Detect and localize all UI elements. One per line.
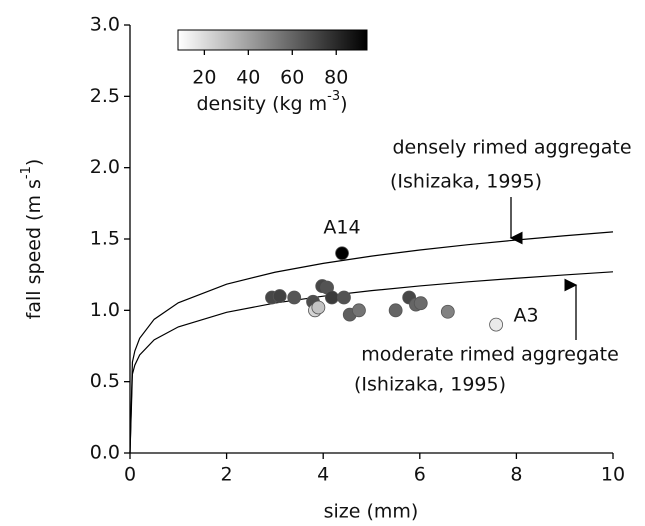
y-tick-label: 1.0 — [90, 299, 120, 321]
y-label-main: fall speed (m s — [23, 179, 45, 319]
data-point — [489, 317, 504, 332]
cb-label-end: ) — [340, 93, 347, 115]
colorbar-tick-label: 20 — [192, 67, 216, 89]
curve — [129, 231, 614, 454]
x-tick-label: 10 — [601, 464, 625, 486]
x-tick-label: 2 — [221, 464, 233, 486]
data-point — [287, 290, 302, 305]
y-tick-label: 0.0 — [90, 442, 120, 464]
y-tick-label: 2.0 — [90, 156, 120, 178]
annotation: (Ishizaka, 1995) — [354, 374, 506, 396]
colorbar-tick-label: 60 — [280, 67, 304, 89]
data-point — [352, 303, 366, 318]
y-tick-label: 0.5 — [90, 370, 120, 392]
data-point — [337, 290, 351, 305]
cb-label-main: density (kg m — [196, 93, 327, 115]
annotation: densely rimed aggregate — [392, 137, 631, 159]
y-tick-label: 1.5 — [90, 228, 120, 250]
cb-label-sup: -3 — [327, 89, 340, 104]
colorbar-tick-label: 80 — [324, 67, 348, 89]
annotation: A14 — [323, 217, 360, 239]
data-point — [272, 289, 287, 303]
annotation: (Ishizaka, 1995) — [390, 171, 542, 193]
data-point — [440, 304, 455, 319]
y-tick-label: 3.0 — [90, 14, 120, 36]
colorbar — [177, 29, 368, 51]
data-point — [311, 300, 326, 315]
annotation: A3 — [513, 305, 538, 327]
data-point — [388, 303, 403, 318]
annotation: moderate rimed aggregate — [361, 344, 619, 366]
y-tick-label: 2.5 — [90, 85, 120, 107]
x-tick-label: 6 — [414, 464, 426, 486]
colorbar-tick-label: 40 — [236, 67, 260, 89]
colorbar-label: density (kg m-3) — [196, 89, 347, 115]
data-point — [335, 246, 349, 261]
y-label-sup: -1 — [19, 166, 34, 179]
x-tick-label: 8 — [510, 464, 522, 486]
data-point — [413, 296, 428, 311]
y-label-end: ) — [23, 159, 45, 166]
y-axis-label: fall speed (m s-1) — [19, 159, 45, 320]
x-tick-label: 4 — [317, 464, 329, 486]
x-tick-label: 0 — [124, 464, 136, 486]
data-point — [324, 290, 339, 305]
x-axis-label: size (mm) — [324, 501, 419, 523]
